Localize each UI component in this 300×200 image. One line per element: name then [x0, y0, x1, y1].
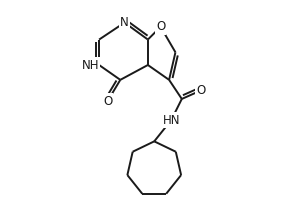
Text: HN: HN: [163, 114, 180, 127]
Text: NH: NH: [82, 59, 99, 72]
Text: O: O: [103, 95, 112, 108]
Text: O: O: [156, 20, 165, 33]
Text: N: N: [120, 16, 129, 29]
Text: O: O: [196, 84, 206, 97]
